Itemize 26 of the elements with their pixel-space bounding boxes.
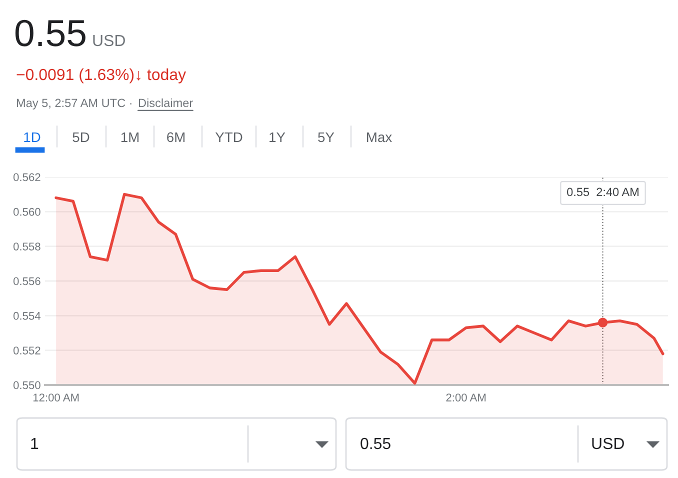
text: 5D [72,132,90,142]
text: −0.0091 (1.63%)↓ today [16,68,186,84]
text: 5Y [318,132,334,142]
text: 1 [31,438,38,449]
text: YTD [215,132,242,142]
text: 0.55 [15,20,86,46]
text: USD [93,34,125,46]
text: Disclaimer [138,98,193,108]
text: Max [367,132,392,142]
annotation: 0.55 2:40 AM [567,188,638,196]
y-tick-label: 0.552 [13,346,40,354]
y-tick-label: 0.562 [13,173,40,182]
x-tick-label: 2:00 AM [446,394,486,402]
text: USD [592,438,624,450]
y-tick-label: 0.550 [13,381,40,390]
text: 6M [167,132,185,142]
text: 0.55 [360,438,390,450]
y-tick-label: 0.558 [13,242,40,250]
text: 1D [24,132,40,142]
text: 1Y [270,132,286,142]
y-tick-label: 0.554 [13,312,41,320]
text: May 5, 2:57 AM UTC · [16,98,132,110]
x-tick-label: 12:00 AM [33,394,79,402]
y-tick-label: 0.556 [13,277,40,286]
y-tick-label: 0.560 [13,208,40,216]
text: 1M [121,132,139,142]
